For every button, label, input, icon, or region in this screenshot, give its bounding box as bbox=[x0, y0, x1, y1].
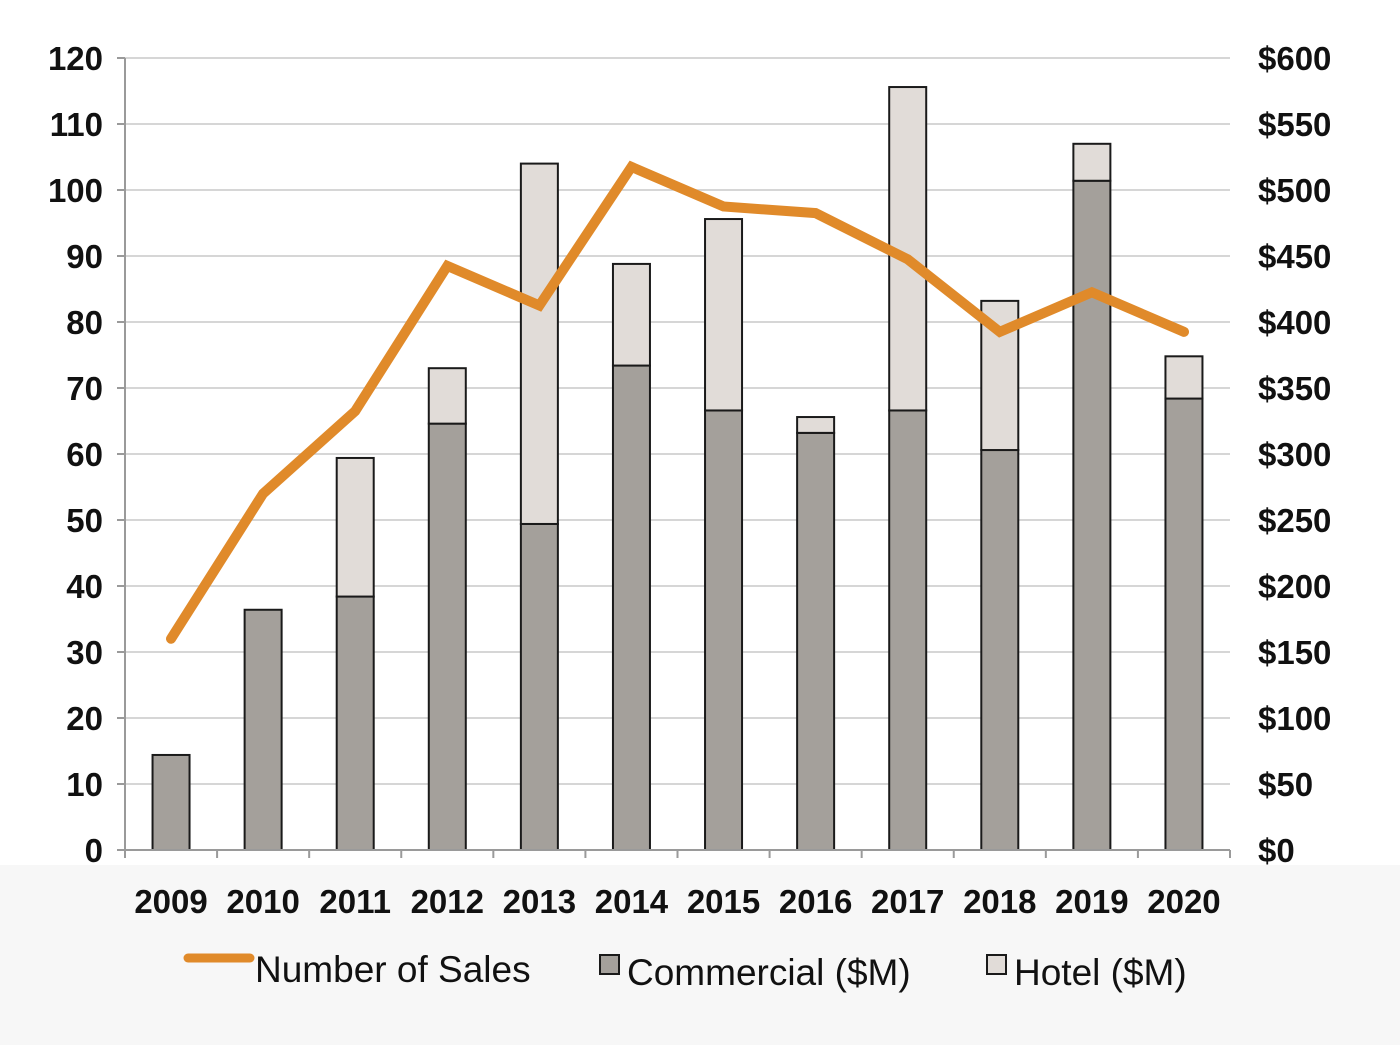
bars bbox=[151, 86, 1204, 852]
category-label: 2020 bbox=[1147, 883, 1220, 920]
category-label: 2014 bbox=[595, 883, 669, 920]
bar-hotel-2020 bbox=[1164, 355, 1204, 400]
left-tick-label: 30 bbox=[66, 634, 103, 671]
left-tick-label: 60 bbox=[66, 436, 103, 473]
right-tick-label: $500 bbox=[1258, 172, 1331, 209]
bar-hotel-2016 bbox=[796, 416, 836, 434]
category-label: 2019 bbox=[1055, 883, 1128, 920]
axes bbox=[117, 57, 1231, 858]
left-tick-label: 100 bbox=[48, 172, 103, 209]
left-tick-label: 70 bbox=[66, 370, 103, 407]
category-label: 2018 bbox=[963, 883, 1036, 920]
bar-commercial-2015 bbox=[704, 409, 744, 851]
bar-commercial-2016 bbox=[796, 431, 836, 851]
bar-hotel-2013 bbox=[519, 162, 559, 525]
right-tick-label: $50 bbox=[1258, 766, 1313, 803]
right-tick-label: $550 bbox=[1258, 106, 1331, 143]
category-label: 2015 bbox=[687, 883, 760, 920]
bar-hotel-2014 bbox=[611, 262, 651, 367]
bar-hotel-2019 bbox=[1072, 142, 1112, 182]
legend-marker-commercial bbox=[599, 954, 620, 975]
bar-commercial-2010 bbox=[243, 608, 283, 852]
left-tick-label: 40 bbox=[66, 568, 103, 605]
bar-commercial-2017 bbox=[888, 409, 928, 851]
bar-commercial-2011 bbox=[335, 595, 375, 851]
bar-hotel-2011 bbox=[335, 456, 375, 598]
right-tick-label: $350 bbox=[1258, 370, 1331, 407]
category-label: 2017 bbox=[871, 883, 944, 920]
left-axis-ticks: 0 10 20 30 40 50 60 70 80 90 100 110 120 bbox=[48, 40, 103, 869]
bar-commercial-2020 bbox=[1164, 397, 1204, 851]
bar-commercial-2019 bbox=[1072, 179, 1112, 851]
right-tick-label: $400 bbox=[1258, 304, 1331, 341]
category-label: 2011 bbox=[319, 883, 391, 920]
legend-label-hotel: Hotel ($M) bbox=[1014, 952, 1187, 993]
right-tick-label: $200 bbox=[1258, 568, 1331, 605]
right-tick-label: $100 bbox=[1258, 700, 1331, 737]
category-labels: 2009 2010 2011 2012 2013 2014 2015 2016 2017 2018… bbox=[134, 883, 1220, 920]
left-tick-label: 10 bbox=[66, 766, 103, 803]
left-tick-label: 90 bbox=[66, 238, 103, 275]
category-label: 2013 bbox=[503, 883, 576, 920]
right-tick-label: $0 bbox=[1258, 832, 1295, 869]
line-number-of-sales bbox=[166, 160, 1189, 644]
bar-commercial-2009 bbox=[151, 753, 191, 852]
right-tick-label: $150 bbox=[1258, 634, 1331, 671]
left-tick-label: 120 bbox=[48, 40, 103, 77]
bar-commercial-2018 bbox=[980, 449, 1020, 851]
category-label: 2012 bbox=[411, 883, 484, 920]
line-series bbox=[166, 160, 1189, 644]
right-tick-label: $600 bbox=[1258, 40, 1331, 77]
right-tick-label: $250 bbox=[1258, 502, 1331, 539]
left-tick-label: 110 bbox=[50, 106, 103, 143]
bar-commercial-2012 bbox=[427, 422, 467, 851]
bar-commercial-2014 bbox=[611, 364, 651, 851]
category-label: 2010 bbox=[226, 883, 299, 920]
category-label: 2009 bbox=[134, 883, 207, 920]
left-tick-label: 80 bbox=[66, 304, 103, 341]
legend-label-commercial: Commercial ($M) bbox=[627, 952, 911, 993]
right-axis-ticks: $0 $50 $100 $150 $200 $250 $300 $350 $400 $450 $50… bbox=[1258, 40, 1331, 869]
right-tick-label: $300 bbox=[1258, 436, 1331, 473]
legend-label-number-of-sales: Number of Sales bbox=[255, 949, 531, 990]
left-tick-label: 0 bbox=[85, 832, 103, 869]
legend: Number of Sales Commercial ($M) Hotel ($… bbox=[183, 949, 1187, 993]
gridlines bbox=[125, 57, 1230, 851]
left-tick-label: 50 bbox=[66, 502, 103, 539]
legend-marker-hotel bbox=[986, 954, 1007, 975]
category-label: 2016 bbox=[779, 883, 852, 920]
left-tick-label: 20 bbox=[66, 700, 103, 737]
bar-hotel-2012 bbox=[427, 367, 467, 425]
bar-commercial-2013 bbox=[519, 522, 559, 852]
bar-hotel-2015 bbox=[704, 218, 744, 412]
right-tick-label: $450 bbox=[1258, 238, 1331, 275]
